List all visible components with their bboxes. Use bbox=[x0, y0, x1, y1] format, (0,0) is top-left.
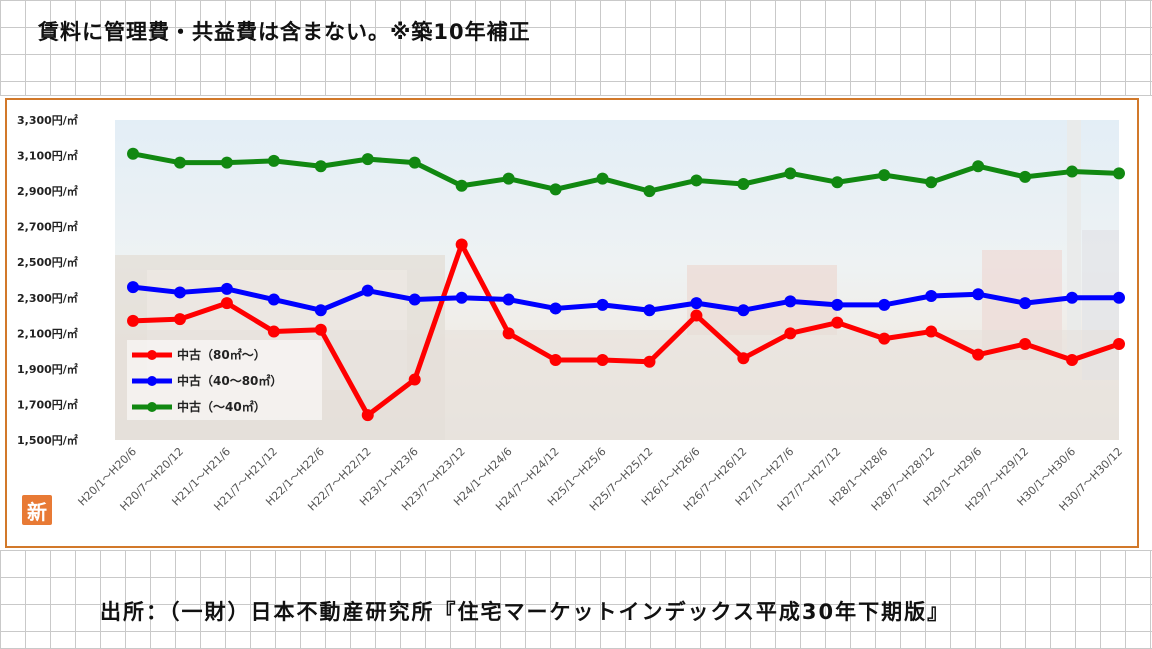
data-point bbox=[1019, 297, 1032, 310]
data-point bbox=[408, 293, 421, 306]
data-point bbox=[502, 293, 515, 306]
data-point bbox=[690, 309, 703, 322]
data-point bbox=[549, 183, 562, 196]
series-line bbox=[130, 284, 1122, 313]
data-point bbox=[502, 327, 515, 340]
data-point bbox=[173, 156, 186, 169]
data-point bbox=[1019, 338, 1032, 350]
data-point bbox=[1066, 291, 1079, 304]
data-point bbox=[925, 325, 938, 338]
y-tick-label: 2,900円/㎡ bbox=[17, 184, 78, 198]
data-point bbox=[784, 167, 797, 180]
y-tick-label: 2,100円/㎡ bbox=[17, 326, 78, 340]
data-point bbox=[737, 352, 750, 365]
top-grid-band bbox=[0, 0, 1152, 96]
data-point bbox=[408, 156, 421, 169]
legend-label: 中古（40～80㎡） bbox=[177, 373, 282, 388]
y-tick-label: 2,700円/㎡ bbox=[17, 220, 78, 234]
source-note: 出所：（一財）日本不動産研究所『住宅マーケットインデックス平成30年下期版』 bbox=[100, 600, 951, 624]
data-point bbox=[220, 297, 233, 310]
data-point bbox=[220, 156, 233, 169]
legend-label: 中古（～40㎡） bbox=[177, 399, 266, 414]
chart-frame: 1,500円/㎡ 1,700円/㎡ 1,900円/㎡ 2,100円/㎡ 2,300円/㎡… bbox=[5, 98, 1139, 548]
data-point bbox=[361, 284, 374, 297]
data-point bbox=[737, 178, 750, 190]
data-point bbox=[127, 314, 139, 327]
data-point bbox=[972, 160, 985, 173]
series-1 bbox=[127, 281, 1125, 317]
data-point bbox=[220, 282, 233, 295]
data-point bbox=[878, 332, 891, 345]
y-tick-label: 2,300円/㎡ bbox=[17, 291, 78, 305]
data-point bbox=[1066, 354, 1079, 366]
data-point bbox=[314, 160, 327, 173]
data-point bbox=[502, 172, 515, 185]
data-point bbox=[549, 302, 562, 315]
data-point bbox=[549, 354, 562, 366]
data-point bbox=[690, 297, 703, 310]
data-point bbox=[267, 325, 280, 338]
data-point bbox=[267, 293, 280, 306]
data-point bbox=[455, 179, 468, 192]
y-tick-label: 1,700円/㎡ bbox=[17, 397, 78, 411]
legend-label: 中古（80㎡～） bbox=[177, 347, 266, 362]
data-point bbox=[925, 290, 938, 302]
data-point bbox=[831, 298, 844, 311]
data-point bbox=[643, 355, 656, 368]
data-point bbox=[1019, 170, 1032, 183]
data-point bbox=[1113, 338, 1125, 350]
y-tick-label: 3,100円/㎡ bbox=[17, 149, 78, 163]
series-0 bbox=[127, 238, 1125, 422]
series-layer bbox=[127, 147, 1125, 422]
data-point bbox=[127, 147, 139, 160]
data-point bbox=[643, 185, 656, 198]
data-point bbox=[643, 304, 656, 317]
data-point bbox=[596, 354, 609, 366]
data-point bbox=[314, 323, 327, 336]
data-point bbox=[831, 176, 844, 189]
data-point bbox=[314, 304, 327, 317]
series-2 bbox=[127, 147, 1125, 198]
series-line bbox=[130, 241, 1122, 418]
data-point bbox=[690, 174, 703, 187]
data-point bbox=[784, 327, 797, 340]
data-point bbox=[878, 298, 891, 311]
y-tick-label: 2,500円/㎡ bbox=[17, 255, 78, 269]
x-axis: H20/1～H20/6H20/7～H20/12H21/1～H21/6H21/7～… bbox=[76, 445, 1126, 514]
data-point bbox=[361, 409, 374, 422]
legend-marker bbox=[147, 402, 157, 412]
data-point bbox=[361, 153, 374, 166]
data-point bbox=[173, 286, 186, 299]
data-point bbox=[455, 238, 468, 251]
data-point bbox=[173, 313, 186, 326]
line-chart: 1,500円/㎡ 1,700円/㎡ 1,900円/㎡ 2,100円/㎡ 2,300円/㎡… bbox=[17, 113, 1126, 514]
data-point bbox=[267, 154, 280, 167]
new-badge: 新 bbox=[22, 495, 52, 525]
data-point bbox=[596, 172, 609, 185]
data-point bbox=[925, 176, 938, 189]
rent-note: 賃料に管理費・共益費は含まない。※築10年補正 bbox=[38, 20, 531, 44]
data-point bbox=[831, 316, 844, 329]
data-point bbox=[737, 304, 750, 317]
data-point bbox=[596, 298, 609, 311]
data-point bbox=[784, 295, 797, 308]
y-axis: 1,500円/㎡ 1,700円/㎡ 1,900円/㎡ 2,100円/㎡ 2,300円/㎡… bbox=[17, 113, 78, 447]
bottom-grid-band bbox=[0, 550, 1152, 649]
legend: 中古（80㎡～） 中古（40～80㎡） 中古（～40㎡） bbox=[127, 340, 322, 420]
data-point bbox=[1066, 165, 1079, 178]
legend-marker bbox=[147, 350, 157, 360]
y-tick-label: 1,900円/㎡ bbox=[17, 362, 78, 376]
data-point bbox=[408, 373, 421, 386]
data-point bbox=[455, 291, 468, 304]
data-point bbox=[127, 281, 139, 294]
data-point bbox=[878, 169, 891, 182]
data-point bbox=[972, 348, 985, 361]
y-tick-label: 3,300円/㎡ bbox=[17, 113, 78, 127]
data-point bbox=[1113, 167, 1125, 180]
data-point bbox=[972, 288, 985, 301]
series-line bbox=[130, 151, 1122, 194]
y-tick-label: 1,500円/㎡ bbox=[17, 433, 78, 447]
data-point bbox=[1113, 291, 1125, 304]
legend-marker bbox=[147, 376, 157, 386]
